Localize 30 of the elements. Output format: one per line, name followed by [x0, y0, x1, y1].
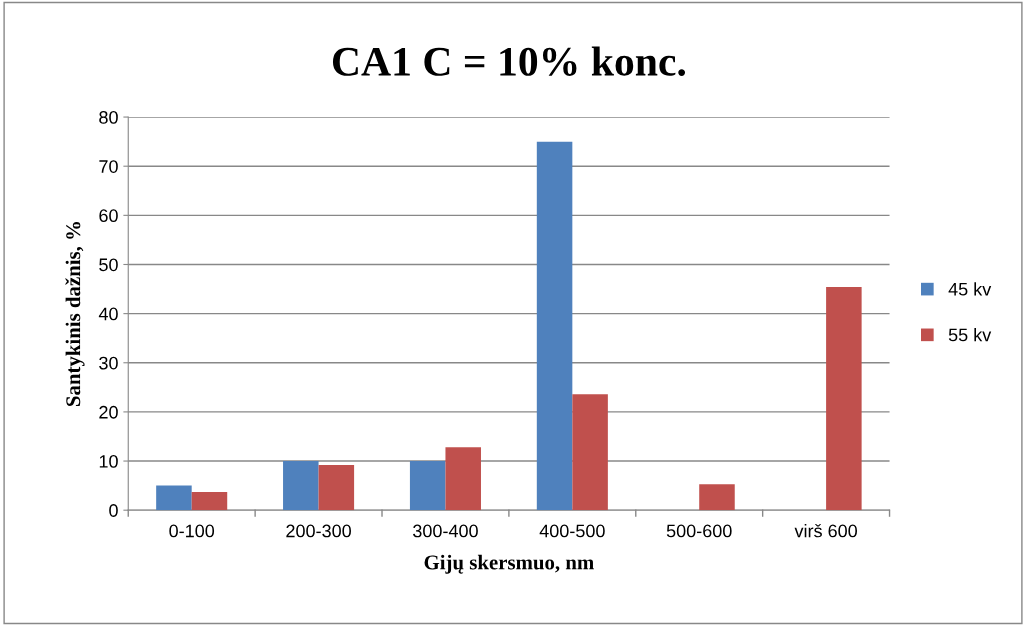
x-tick-label: 400-500	[539, 524, 605, 538]
y-tick-label: 80	[99, 111, 118, 124]
bar	[536, 141, 573, 511]
x-tick-label: virš 600	[794, 524, 858, 538]
y-tick-label: 70	[99, 160, 118, 173]
y-tick-label: 10	[99, 454, 118, 468]
x-tick-label: 200-300	[286, 524, 351, 538]
x-tick-label: 0-100	[169, 524, 215, 538]
bar	[409, 461, 446, 511]
bar	[826, 287, 862, 511]
y-tick-label: 60	[99, 209, 118, 223]
bar	[572, 394, 608, 511]
bar	[191, 492, 228, 511]
legend-label: 55 kv	[948, 328, 992, 342]
x-tick-label: 500-600	[666, 524, 732, 538]
x-tick-label: 300-400	[413, 524, 478, 538]
y-tick-label: 0	[109, 504, 118, 517]
bar	[699, 484, 735, 511]
y-axis-title: Santykinis dažnis, %	[65, 222, 85, 407]
bar	[318, 464, 355, 511]
y-tick-label: 40	[98, 307, 118, 321]
legend-label: 45 kv	[948, 282, 992, 296]
y-tick-label: 30	[99, 356, 118, 370]
x-axis-title: Gijų skersmuo, nm	[424, 554, 594, 574]
bar	[283, 461, 319, 511]
chart-title: CA1 C = 10% konc.	[332, 46, 686, 76]
y-tick-label: 20	[99, 405, 118, 419]
bar	[445, 447, 481, 511]
y-tick-label: 50	[99, 258, 118, 272]
bar	[156, 485, 192, 511]
